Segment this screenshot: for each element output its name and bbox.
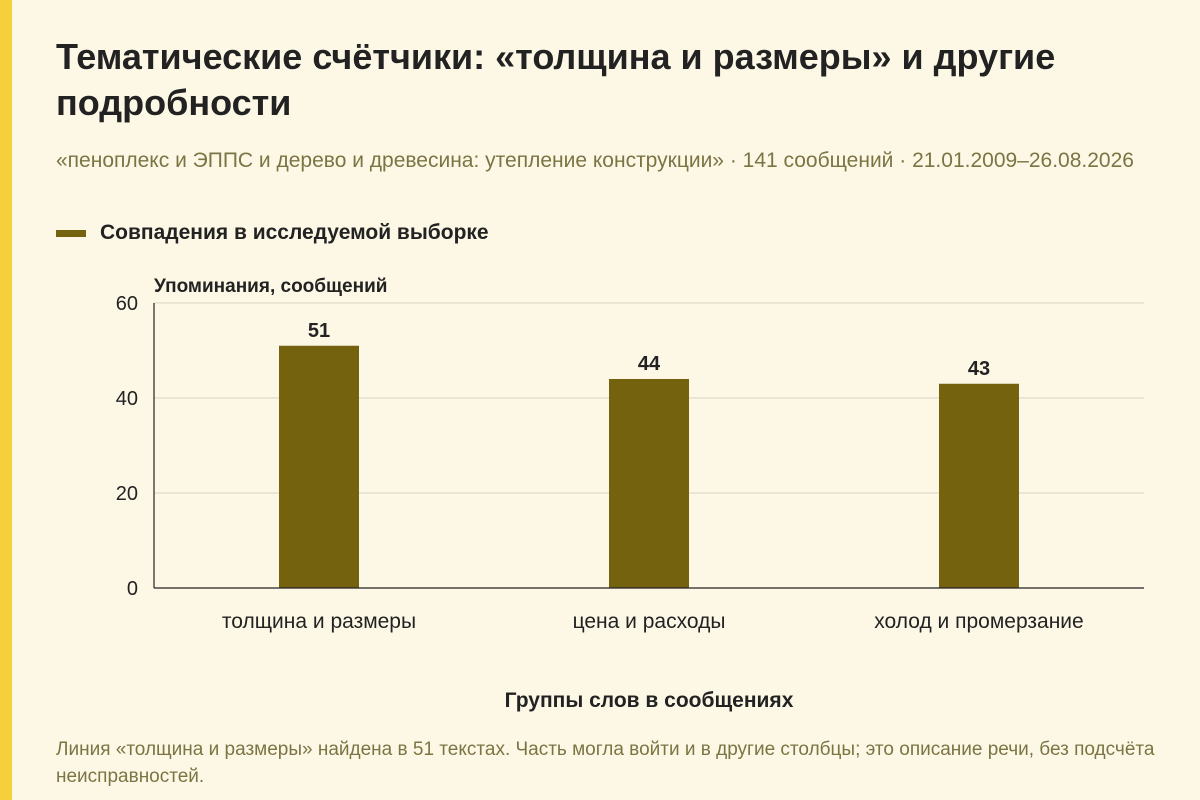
legend-swatch [56,229,86,237]
bar-1 [279,345,359,588]
x-tick-label: цена и расходы [573,610,726,633]
y-tick-label: 20 [116,483,138,505]
y-tick-label: 60 [116,293,138,315]
x-axis-title: Группы слов в сообщениях [505,689,794,712]
y-tick-label: 40 [116,388,138,410]
chart-title: Тематические счётчики: «толщина и размер… [56,36,1056,123]
bars-layer [279,345,1019,588]
x-tick-label: толщина и размеры [222,610,416,633]
y-axis-title: Упоминания, сообщений [154,276,387,297]
legend: Совпадения в исследуемой выборке [56,218,489,248]
data-label: 51 [308,320,330,342]
data-label: 43 [968,358,990,380]
footnote: Линия «толщина и размеры» найдена в 51 т… [56,739,1155,787]
accent-bar [0,0,12,800]
bar-2 [609,379,689,588]
chart-subtitle: «пеноплекс и ЭППС и дерево и древесина: … [56,149,1134,172]
y-tick-label: 0 [127,578,138,600]
axis-layer [153,303,1144,589]
x-tick-label: холод и промерзание [874,610,1083,633]
legend-label: Совпадения в исследуемой выборке [100,221,489,244]
data-label: 44 [638,353,661,375]
bar-3 [939,383,1019,588]
labels-layer: 0 20 40 60 51 толщина и размеры 44 цена и расхо… [116,276,1084,712]
